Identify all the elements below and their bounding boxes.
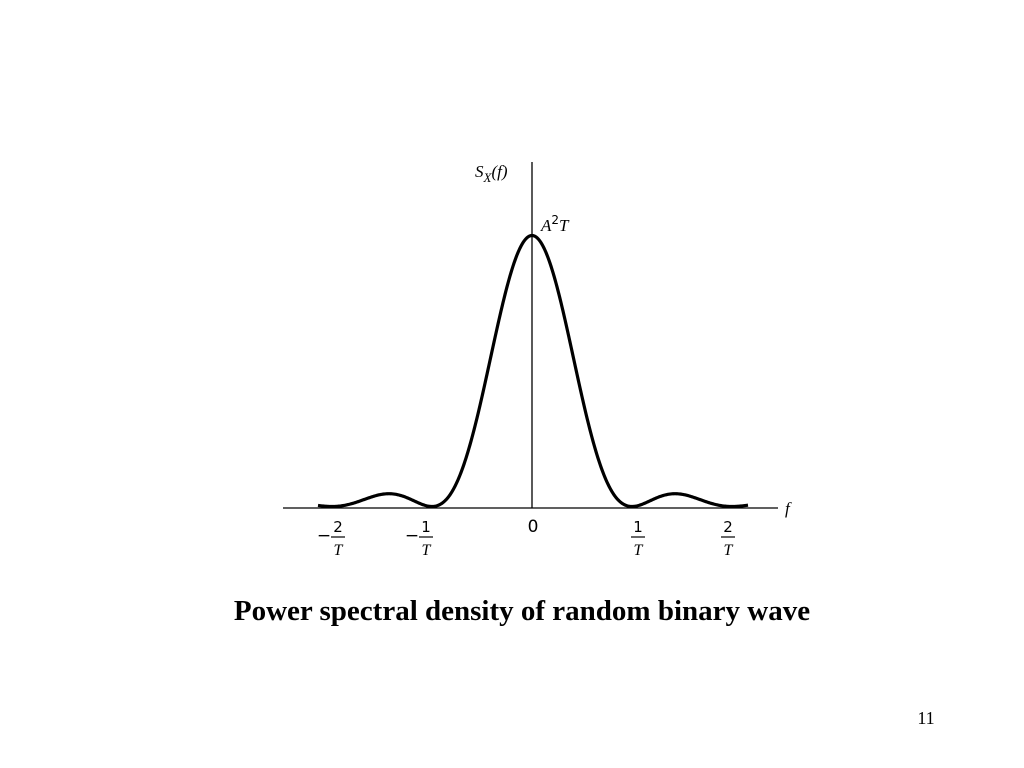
x-axis-label: f	[785, 499, 792, 518]
tick-numerator: 2	[333, 518, 343, 536]
tick-label: 1T	[631, 518, 645, 559]
y-axis-label: SX(f)	[475, 162, 508, 185]
tick-label: 2T	[721, 518, 735, 559]
caption: Power spectral density of random binary …	[234, 595, 810, 627]
tick-denominator: T	[634, 542, 644, 559]
label-tail: T	[559, 216, 570, 235]
tick-label: −1 T	[405, 518, 433, 559]
tick-numerator: 1	[421, 518, 431, 536]
tick-denominator: T	[724, 542, 734, 559]
tick-label: −2 T	[317, 518, 345, 559]
tick-sign: −	[405, 526, 419, 546]
label-base: A	[540, 216, 552, 235]
peak-label: A2T	[540, 213, 570, 235]
label-base: S	[475, 162, 484, 181]
origin-label: 0	[528, 517, 539, 537]
tick-numerator: 2	[723, 518, 733, 536]
tick-sign: −	[317, 526, 331, 546]
page-number: 11	[917, 708, 934, 728]
label-sub: X	[483, 170, 493, 185]
tick-denominator: T	[334, 542, 344, 559]
label-arg: (f)	[491, 162, 507, 181]
psd-curve	[317, 233, 749, 509]
tick-numerator: 1	[633, 518, 643, 536]
label-sup: 2	[551, 213, 559, 227]
tick-denominator: T	[422, 542, 432, 559]
